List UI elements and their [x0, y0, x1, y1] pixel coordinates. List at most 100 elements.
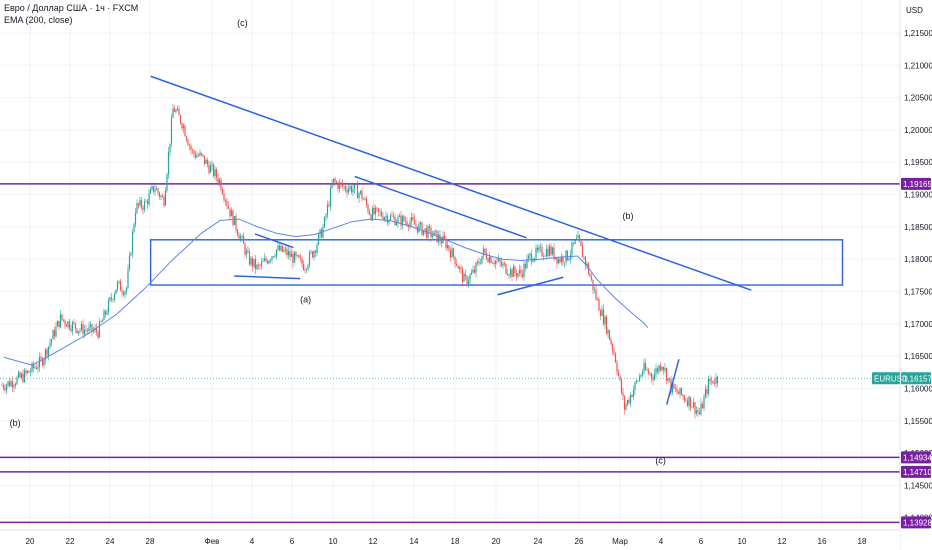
candle-body [556, 257, 558, 264]
candle-body [128, 255, 131, 270]
candle-body [536, 247, 539, 251]
candle-body [265, 258, 267, 261]
candle-body [659, 365, 662, 370]
candle-body [215, 169, 218, 178]
candle-body [496, 260, 498, 262]
candle-body [134, 212, 137, 225]
candle-body [610, 339, 612, 345]
candle-body [143, 201, 146, 210]
candle-body [587, 263, 590, 274]
candle-body [145, 200, 147, 202]
trendline[interactable] [665, 359, 680, 405]
candle-body [226, 201, 228, 207]
candle-body [703, 396, 705, 409]
candle-body [433, 230, 435, 236]
candle-body [260, 261, 263, 266]
time-axis[interactable]: 20 22 24 28 Фев 4 6 10 12 14 18 20 24 26 Мар 4 6 10 12 16 18 [0, 529, 900, 550]
candle-body [710, 380, 713, 382]
candle-body [164, 190, 167, 206]
candle-body [455, 263, 458, 266]
candle-body [428, 226, 431, 228]
candle-body [211, 164, 213, 166]
trendline-drawings[interactable] [150, 75, 752, 405]
indicator-legend[interactable]: EMA (200, close) [4, 15, 73, 25]
candle-body [106, 312, 108, 315]
candle-body [280, 245, 282, 251]
candle-body [499, 258, 501, 263]
candle-body [286, 248, 288, 256]
time-tick-label: 20 [492, 537, 501, 546]
time-tick-label: 10 [329, 537, 338, 546]
range-rectangle-drawing[interactable] [149, 239, 844, 286]
candle-body [568, 258, 570, 261]
candle-body [535, 247, 537, 259]
candle-body [589, 273, 591, 277]
candle-body [10, 381, 12, 387]
candle-body [691, 407, 693, 408]
candle-body [107, 300, 110, 313]
candle-body [257, 264, 260, 266]
candle-body [206, 159, 209, 165]
candle-body [29, 371, 32, 373]
candle-body [437, 234, 440, 243]
price-badges: 1,19165 1,14934 1,14710 1,13928 1,16157EURUS… [872, 177, 932, 529]
trendline[interactable] [234, 275, 301, 280]
candle-body [452, 248, 455, 257]
trendline[interactable] [497, 276, 564, 296]
candle-body [46, 349, 48, 356]
candle-body [397, 217, 399, 223]
candle-body [2, 385, 5, 389]
candle-body [547, 248, 549, 257]
candle-body [314, 251, 317, 253]
candle-body [70, 328, 72, 331]
chart-title[interactable]: Евро / Доллар США · 1ч · FXCM [4, 3, 139, 13]
candle-body [608, 330, 611, 340]
candle-body [652, 377, 654, 380]
candle-body [623, 396, 626, 410]
candle-body [125, 287, 128, 292]
horizontal-levels[interactable] [0, 183, 900, 524]
candle-body [31, 363, 33, 372]
trendline[interactable] [150, 75, 752, 291]
candle-body [676, 388, 678, 393]
candle-body [160, 195, 162, 197]
candle-body [247, 250, 249, 253]
candle-body [631, 394, 633, 397]
candle-body [644, 363, 647, 370]
candle-body [253, 259, 255, 267]
candle-body [578, 235, 581, 242]
candle-body [469, 274, 471, 281]
trendline[interactable] [354, 175, 527, 239]
candle-body [410, 217, 413, 222]
candle-body [665, 368, 668, 382]
candle-body [646, 369, 648, 371]
candle-body [571, 242, 573, 255]
candle-body [100, 321, 102, 323]
candle-body [479, 263, 482, 265]
candle-body [641, 371, 644, 376]
candle-body [551, 247, 554, 255]
candle-body [560, 256, 563, 262]
candle-body [667, 377, 669, 382]
candle-body [235, 216, 237, 230]
candle-body [472, 269, 474, 273]
candle-body [304, 269, 306, 271]
candle-body [92, 330, 95, 332]
candle-body [73, 322, 75, 324]
range-rectangle[interactable] [149, 239, 844, 286]
trendline[interactable] [254, 233, 294, 249]
candle-body [415, 224, 417, 227]
candle-body [185, 136, 188, 141]
candle-body [214, 169, 216, 176]
candle-body [65, 324, 68, 327]
candle-body [575, 237, 578, 240]
candle-body [238, 234, 240, 239]
candle-body [275, 249, 278, 257]
candle-body [136, 203, 138, 213]
candle-body [494, 260, 497, 265]
candle-body [230, 210, 233, 217]
time-axis-bg [0, 530, 900, 550]
candle-body [707, 378, 710, 394]
candle-body [458, 267, 461, 269]
